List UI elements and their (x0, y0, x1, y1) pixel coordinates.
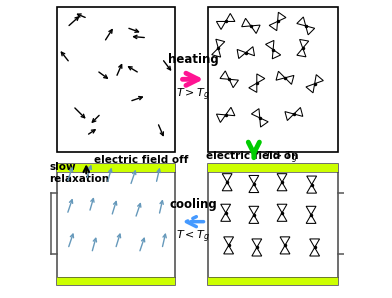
Polygon shape (307, 184, 317, 193)
Polygon shape (306, 26, 315, 35)
Polygon shape (294, 108, 303, 117)
Bar (56, 7, 175, 152)
Polygon shape (306, 84, 315, 93)
Polygon shape (252, 247, 262, 256)
Polygon shape (222, 174, 232, 182)
Polygon shape (224, 245, 234, 254)
Polygon shape (276, 71, 285, 80)
Polygon shape (249, 206, 259, 215)
Polygon shape (249, 83, 257, 92)
Polygon shape (260, 118, 268, 127)
Polygon shape (246, 47, 254, 56)
Polygon shape (249, 184, 259, 193)
Polygon shape (285, 75, 294, 84)
Text: electric field on: electric field on (206, 151, 299, 162)
Polygon shape (297, 17, 306, 26)
Polygon shape (307, 176, 317, 184)
Bar (208, 7, 338, 152)
Bar (56, 277, 175, 285)
Bar (208, 164, 338, 172)
Polygon shape (299, 39, 309, 48)
Polygon shape (277, 174, 287, 182)
Polygon shape (220, 71, 229, 79)
Bar (208, 164, 338, 285)
Text: cooling: cooling (169, 198, 217, 211)
Polygon shape (251, 109, 260, 118)
Polygon shape (252, 239, 262, 247)
Polygon shape (221, 204, 230, 213)
Polygon shape (221, 213, 230, 221)
Polygon shape (216, 114, 226, 122)
Polygon shape (277, 182, 287, 191)
Polygon shape (310, 247, 319, 256)
Polygon shape (257, 74, 265, 83)
Text: electric field off: electric field off (94, 155, 188, 165)
Polygon shape (285, 112, 294, 121)
Polygon shape (310, 239, 319, 247)
Polygon shape (269, 21, 278, 31)
Polygon shape (249, 176, 259, 184)
Polygon shape (216, 39, 225, 48)
Polygon shape (297, 48, 306, 57)
Text: heating: heating (168, 53, 218, 66)
Bar (56, 164, 175, 285)
Text: $\mathit{T}>\mathit{T_g}$: $\mathit{T}>\mathit{T_g}$ (176, 87, 210, 103)
Polygon shape (251, 25, 260, 33)
Polygon shape (237, 49, 246, 58)
Polygon shape (265, 41, 274, 50)
Polygon shape (241, 18, 251, 27)
Text: slow
relaxation: slow relaxation (49, 162, 109, 184)
Polygon shape (226, 13, 235, 21)
Bar (56, 164, 175, 172)
Text: $\mathit{T}>\mathit{T_g}$: $\mathit{T}>\mathit{T_g}$ (264, 150, 298, 166)
Bar (208, 277, 338, 285)
Text: $\mathit{T}<\mathit{T_g}$: $\mathit{T}<\mathit{T_g}$ (176, 229, 210, 245)
Polygon shape (272, 50, 281, 59)
Polygon shape (249, 215, 259, 224)
Polygon shape (306, 215, 316, 224)
Polygon shape (277, 204, 287, 213)
Polygon shape (280, 237, 290, 245)
Polygon shape (229, 79, 238, 88)
Polygon shape (306, 206, 316, 215)
Polygon shape (280, 245, 290, 254)
Polygon shape (222, 182, 232, 191)
Polygon shape (315, 74, 323, 84)
Polygon shape (216, 21, 226, 30)
Polygon shape (212, 48, 221, 57)
Polygon shape (278, 12, 286, 21)
Polygon shape (226, 107, 235, 116)
Polygon shape (224, 237, 234, 245)
Polygon shape (277, 213, 287, 221)
